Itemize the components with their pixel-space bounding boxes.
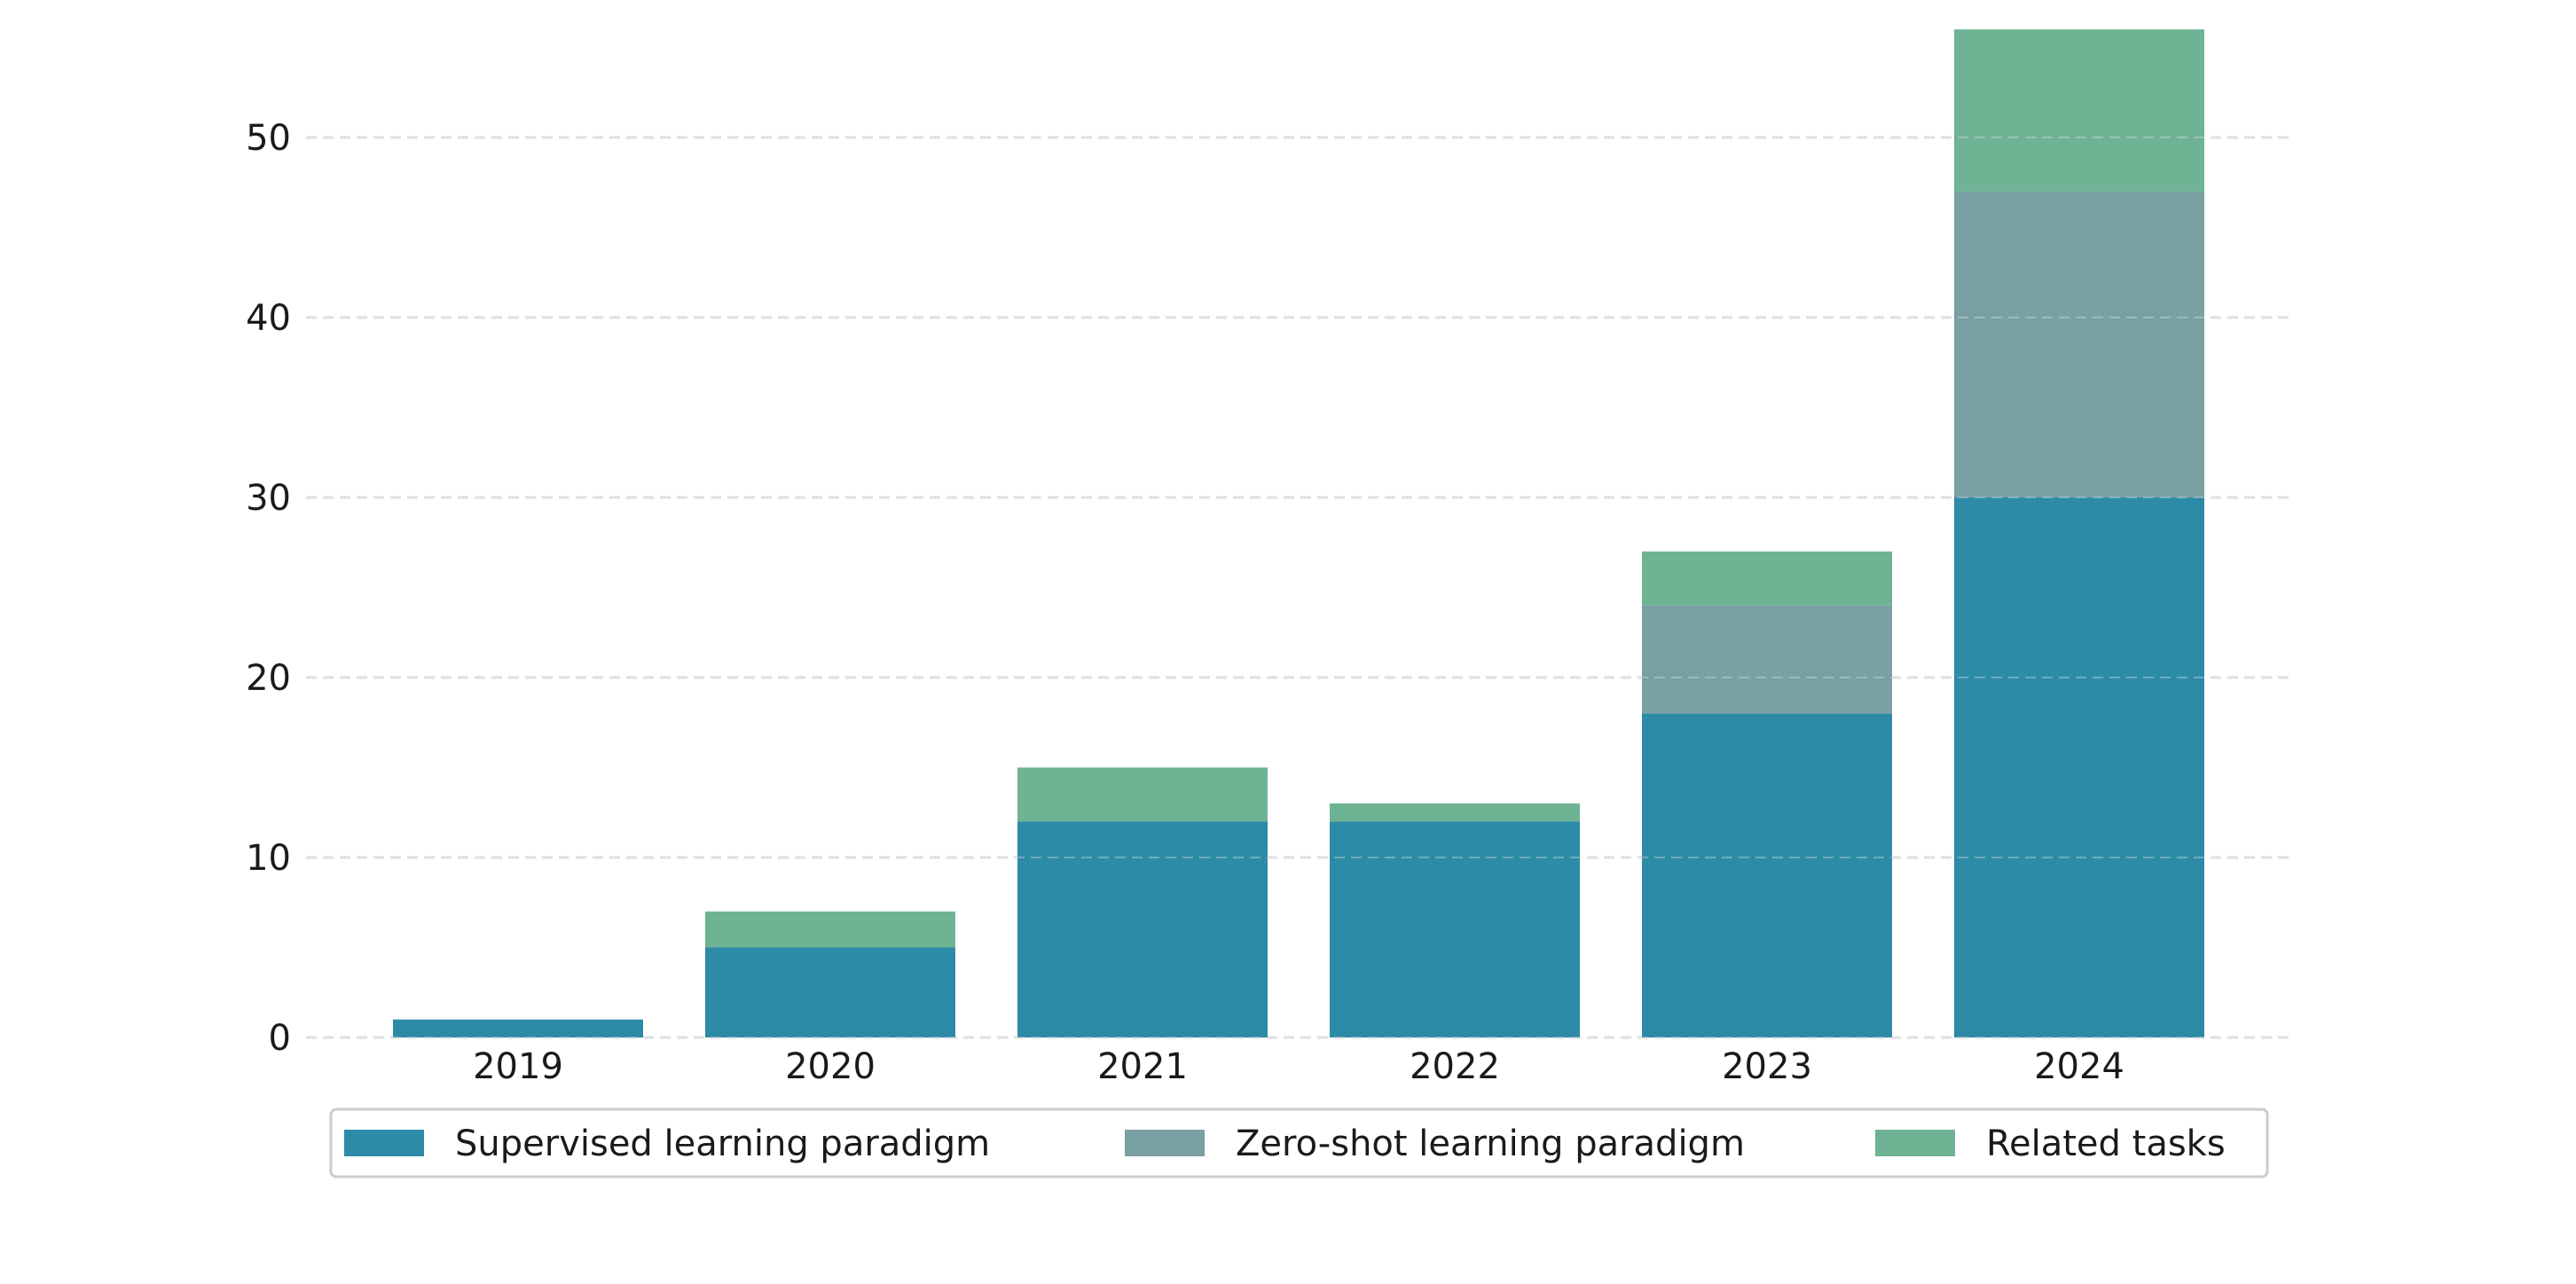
bar-2020-series-0 [705,947,955,1037]
bar-2023-series-0 [1642,713,1892,1037]
legend-frame [329,1108,2269,1178]
y-tick-label: 40 [246,298,291,339]
bars [306,29,2293,1038]
y-tick-label: 10 [246,838,291,879]
y-tick-label: 0 [269,1018,291,1059]
bar-2020-series-2 [705,911,955,948]
legend-entry-2: Related tasks [1875,1124,2226,1164]
legend-swatch [344,1130,424,1156]
legend: Supervised learning paradigm Zero-shot le… [329,1108,2269,1178]
bar-2019-series-0 [393,1019,643,1037]
bar-2023-series-1 [1642,605,1892,714]
x-tick-label: 2021 [1097,1046,1188,1087]
x-tick-label: 2023 [1722,1046,1812,1087]
bar-2024-series-1 [1954,191,2204,497]
x-tick-label: 2020 [785,1046,876,1087]
x-tick-label: 2022 [1410,1046,1500,1087]
legend-label: Zero-shot learning paradigm [1236,1124,1745,1164]
legend-label: Supervised learning paradigm [455,1124,990,1164]
bar-2021-series-2 [1017,767,1268,822]
x-tick-label: 2024 [2034,1046,2124,1087]
bar-2023-series-2 [1642,551,1892,606]
bar-2024-series-2 [1954,29,2204,192]
bar-2022-series-2 [1330,803,1580,822]
legend-swatch [1125,1130,1205,1156]
bar-2022-series-0 [1330,821,1580,1037]
y-axis-ticks: 0 10 20 30 40 50 [246,118,291,1059]
legend-entry-1: Zero-shot learning paradigm [1125,1124,1745,1164]
legend-label: Related tasks [1986,1124,2226,1164]
y-tick-label: 20 [246,658,291,699]
y-tick-label: 50 [246,118,291,159]
x-tick-label: 2019 [473,1046,563,1087]
bar-2021-series-0 [1017,821,1268,1037]
y-tick-label: 30 [246,478,291,519]
x-axis-ticks: 2019 2020 2021 2022 2023 2024 [473,1046,2124,1087]
legend-swatch [1875,1130,1955,1156]
legend-entry-0: Supervised learning paradigm [344,1124,990,1164]
bar-2024-series-0 [1954,497,2204,1037]
